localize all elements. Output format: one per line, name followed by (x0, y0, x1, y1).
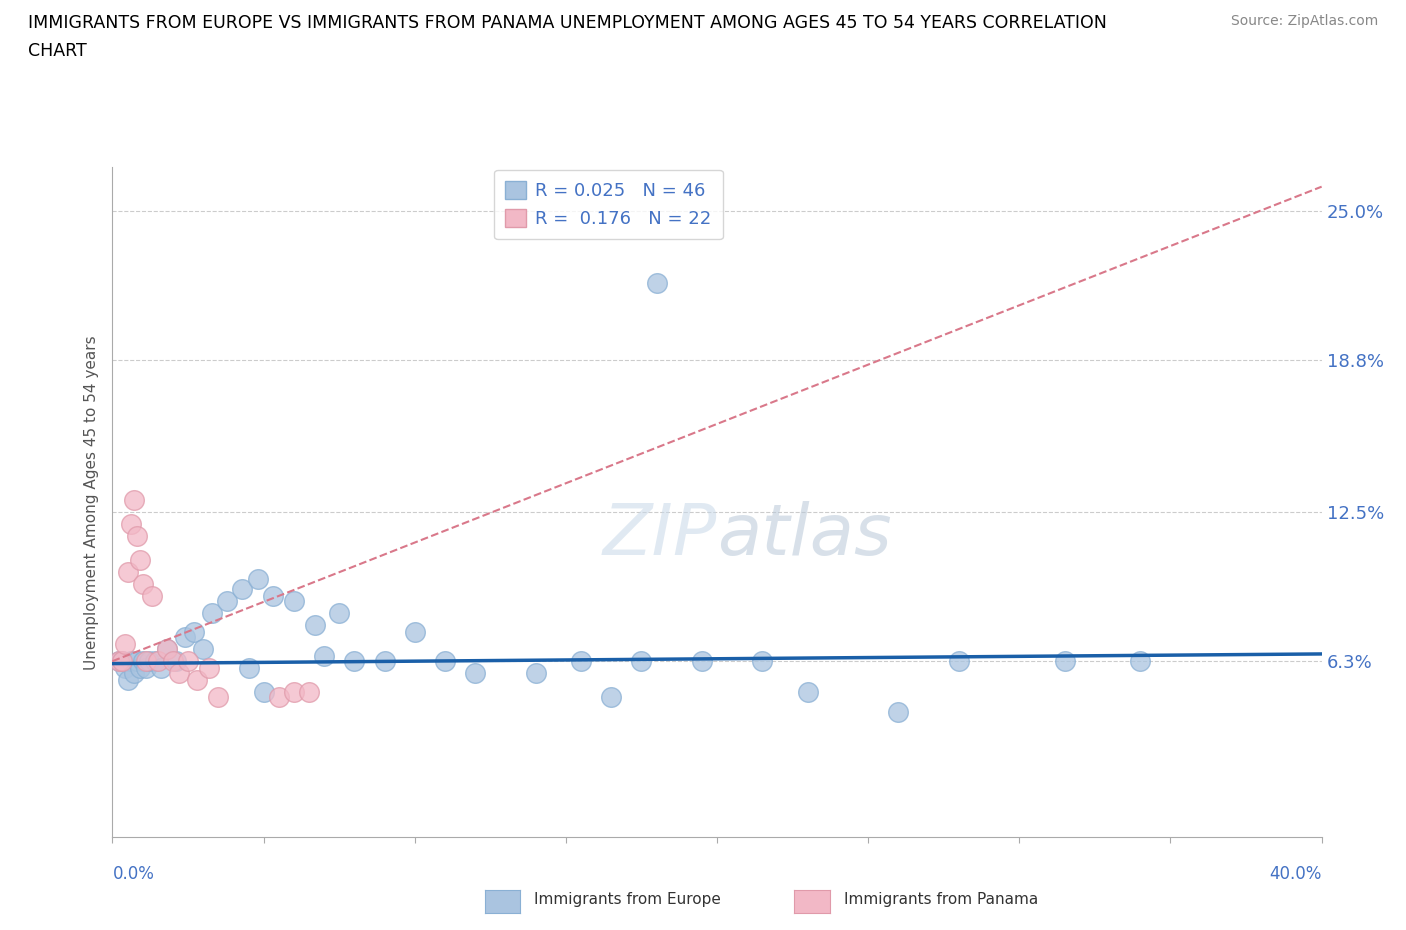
Point (253, 685, 276, 700)
Point (298, 685, 321, 700)
Point (231, 581, 253, 596)
Point (141, 589, 163, 604)
Point (114, 637, 136, 652)
Point (132, 577, 155, 591)
Point (146, 654, 169, 669)
Point (948, 654, 970, 669)
Point (122, 492, 145, 507)
Point (464, 666, 486, 681)
Point (374, 654, 396, 669)
Point (156, 642, 179, 657)
Point (267, 690, 290, 705)
Text: Source: ZipAtlas.com: Source: ZipAtlas.com (1230, 14, 1378, 28)
Point (149, 661, 172, 676)
Point (304, 618, 326, 632)
Point (143, 654, 166, 669)
Point (120, 516, 142, 531)
Point (122, 666, 145, 681)
Point (167, 666, 190, 681)
Point (690, 654, 713, 669)
Point (138, 654, 160, 669)
Point (1129, 654, 1152, 669)
Point (117, 565, 139, 579)
Point (128, 661, 150, 676)
Point (343, 654, 366, 669)
Y-axis label: Unemployment Among Ages 45 to 54 years: Unemployment Among Ages 45 to 54 years (84, 335, 100, 670)
Point (1053, 654, 1076, 669)
Point (207, 690, 229, 705)
Point (433, 654, 456, 669)
Point (107, 654, 129, 669)
Point (645, 275, 668, 290)
Point (174, 630, 197, 644)
Point (314, 649, 336, 664)
Text: IMMIGRANTS FROM EUROPE VS IMMIGRANTS FROM PANAMA UNEMPLOYMENT AMONG AGES 45 TO 5: IMMIGRANTS FROM EUROPE VS IMMIGRANTS FRO… (28, 14, 1107, 32)
Text: 40.0%: 40.0% (1270, 865, 1322, 883)
Point (238, 661, 260, 676)
Point (162, 654, 184, 669)
Point (135, 654, 157, 669)
Point (630, 654, 652, 669)
Point (283, 685, 305, 700)
Point (600, 690, 623, 705)
Point (283, 593, 305, 608)
Point (217, 593, 239, 608)
Point (114, 661, 136, 676)
Text: atlas: atlas (717, 501, 891, 570)
Point (128, 552, 150, 567)
Legend: R = 0.025   N = 46, R =  0.176   N = 22: R = 0.025 N = 46, R = 0.176 N = 22 (494, 170, 723, 239)
Point (186, 673, 208, 688)
Point (125, 654, 148, 669)
Point (156, 642, 179, 657)
Text: Immigrants from Panama: Immigrants from Panama (844, 892, 1038, 907)
Point (165, 654, 187, 669)
Point (262, 589, 284, 604)
Point (404, 625, 426, 640)
Text: 0.0%: 0.0% (112, 865, 155, 883)
Point (125, 528, 148, 543)
Point (201, 605, 224, 620)
Point (246, 572, 269, 587)
Point (110, 654, 132, 669)
Point (328, 605, 350, 620)
Point (107, 654, 129, 669)
Point (198, 661, 221, 676)
Text: CHART: CHART (28, 42, 87, 60)
Point (135, 661, 157, 676)
Point (569, 654, 592, 669)
Point (110, 654, 132, 669)
Point (524, 666, 547, 681)
Point (796, 685, 818, 700)
Point (887, 704, 910, 719)
Point (132, 654, 155, 669)
Text: Immigrants from Europe: Immigrants from Europe (534, 892, 721, 907)
Point (177, 654, 200, 669)
Point (183, 625, 205, 640)
Point (191, 642, 214, 657)
Point (117, 673, 139, 688)
Point (751, 654, 773, 669)
Text: ZIP: ZIP (603, 501, 717, 570)
Point (120, 654, 142, 669)
